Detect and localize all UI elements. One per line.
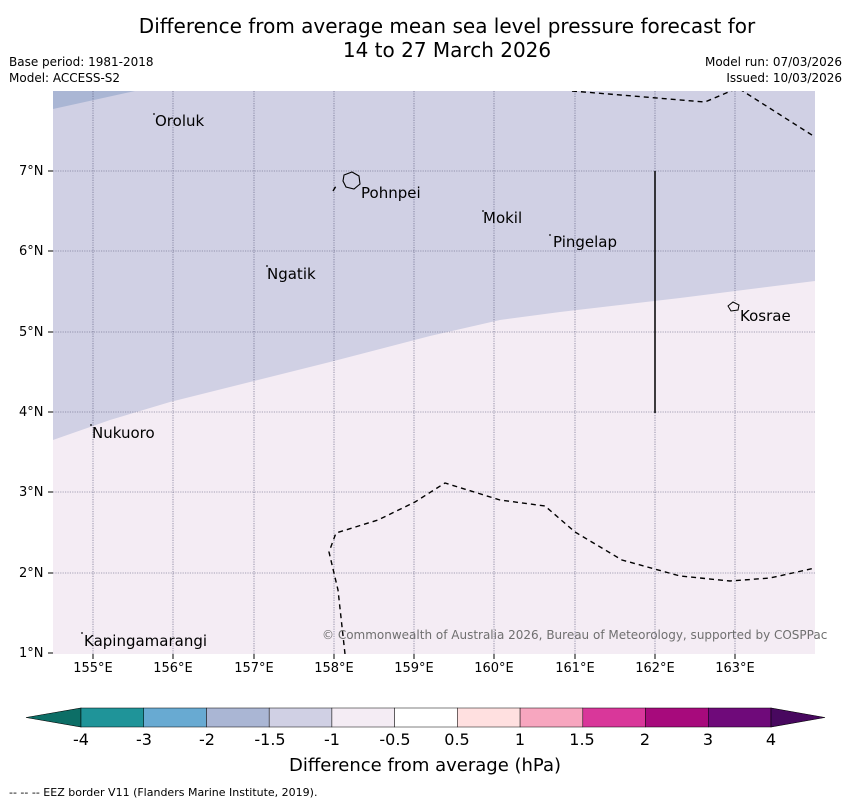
lon-label: 160°E — [474, 661, 514, 676]
colorbar-extend-high — [770, 707, 826, 728]
lon-label: 158°E — [314, 661, 354, 676]
model-name: Model: ACCESS-S2 — [9, 71, 121, 85]
colorbar-tick: -1 — [324, 730, 340, 749]
colorbar-tick: 3 — [702, 730, 714, 749]
colorbar-tick: 4 — [765, 730, 777, 749]
issued-date: Issued: 10/03/2026 — [726, 71, 842, 85]
meta-right: Model run: 07/03/2026 Issued: 10/03/2026 — [705, 54, 842, 86]
footnote: -- -- -- EEZ border V11 (Flanders Marine… — [9, 786, 318, 799]
colorbar-tick: 1 — [514, 730, 526, 749]
colorbar-segment — [331, 707, 395, 728]
colorbar-tick: -4 — [73, 730, 89, 749]
place-pingelap: Pingelap — [553, 233, 618, 251]
colorbar-segment — [394, 707, 458, 728]
lon-label: 159°E — [394, 661, 434, 676]
lat-label: 6°N — [19, 244, 44, 259]
colorbar-tick: 0.5 — [444, 730, 470, 749]
place-oroluk: Oroluk — [155, 112, 205, 130]
colorbar-tick: -3 — [136, 730, 152, 749]
colorbar-tick: 1.5 — [569, 730, 595, 749]
lat-label: 4°N — [19, 405, 44, 420]
colorbar-tick: -2 — [199, 730, 215, 749]
colorbar — [25, 707, 826, 728]
lat-label: 7°N — [19, 164, 44, 179]
place-kapingamarangi: Kapingamarangi — [84, 632, 208, 650]
lat-label: 1°N — [19, 646, 44, 661]
lat-label: 5°N — [19, 325, 44, 340]
colorbar-segment — [80, 707, 144, 728]
colorbar-label: Difference from average (hPa) — [288, 755, 562, 776]
meta-left: Base period: 1981-2018 Model: ACCESS-S2 — [9, 54, 154, 86]
colorbar-extend-low — [25, 707, 82, 728]
place-kosrae: Kosrae — [740, 307, 791, 325]
lon-label: 156°E — [153, 661, 193, 676]
gridlines — [53, 91, 815, 654]
lon-label: 157°E — [234, 661, 274, 676]
colorbar-tick: -1.5 — [254, 730, 286, 749]
colorbar-segment — [268, 707, 333, 728]
copyright-notice: © Commonwealth of Australia 2026, Bureau… — [322, 628, 828, 642]
base-period: Base period: 1981-2018 — [9, 55, 154, 69]
colorbar-segment — [457, 707, 521, 728]
lon-label: 162°E — [635, 661, 675, 676]
eez-borders — [328, 91, 815, 654]
title-line-2: 14 to 27 March 2026 — [342, 38, 552, 62]
title-line-1: Difference from average mean sea level p… — [138, 14, 756, 38]
colorbar-segment — [645, 707, 709, 728]
place-mokil: Mokil — [483, 209, 523, 227]
colorbar-segment — [206, 707, 270, 728]
colorbar-tick: 2 — [639, 730, 651, 749]
lat-label: 2°N — [19, 566, 44, 581]
colorbar-segment — [519, 707, 584, 728]
island-dots — [81, 113, 551, 634]
map-region-blue — [53, 91, 135, 109]
lon-label: 155°E — [73, 661, 113, 676]
lat-label: 3°N — [19, 485, 44, 500]
place-nukuoro: Nukuoro — [92, 424, 155, 442]
kosrae-island-shape — [727, 301, 740, 312]
colorbar-segment — [143, 707, 207, 728]
place-ngatik: Ngatik — [267, 265, 316, 283]
colorbar-tick: -0.5 — [379, 730, 411, 749]
map-svg — [48, 91, 815, 659]
colorbar-segment — [582, 707, 646, 728]
axis-ticks — [48, 170, 736, 659]
model-run: Model run: 07/03/2026 — [704, 55, 842, 69]
place-pohnpei: Pohnpei — [361, 184, 421, 202]
pohnpei-island-shape — [342, 171, 361, 190]
colorbar-segment — [708, 707, 772, 728]
lon-label: 163°E — [715, 661, 755, 676]
map-region-lavender — [53, 91, 815, 440]
chart-title: Difference from average mean sea level p… — [0, 14, 850, 62]
lon-label: 161°E — [555, 661, 595, 676]
